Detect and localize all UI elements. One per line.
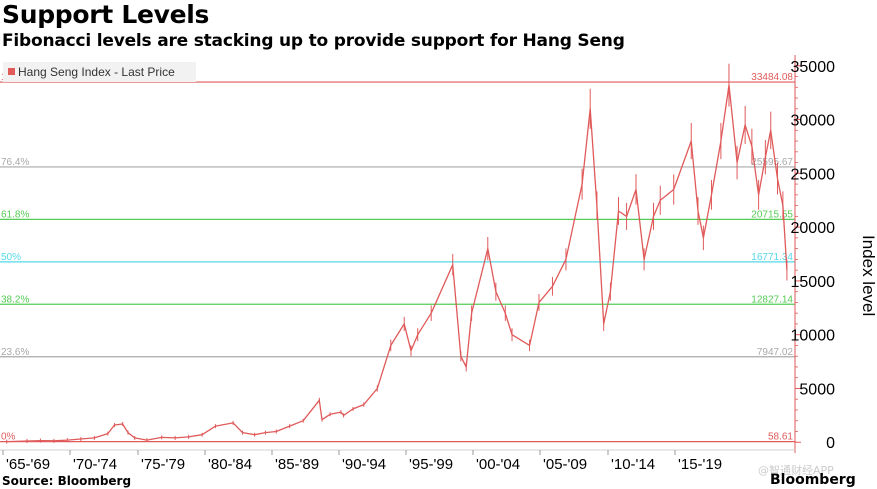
y-tick-label: 35000 [791,59,836,76]
fib-pct-label: 38.2% [1,294,29,305]
legend-swatch [8,68,15,75]
x-tick-label: '15-'19 [678,456,722,473]
chart-subtitle: Fibonacci levels are stacking up to prov… [2,31,625,51]
brand-logo: Bloomberg [770,472,856,488]
source-note: Source: Bloomberg [2,474,132,488]
x-tick-label: '10-'14 [611,456,655,473]
fib-pct-label: 61.8% [1,209,29,220]
legend-label: Hang Seng Index - Last Price [18,65,175,79]
series-line [6,84,788,443]
x-tick-label: '70-'74 [73,456,117,473]
chart-title: Support Levels [2,0,210,29]
x-tick-label: '85-'89 [275,456,319,473]
watermark: @智通财经APP [758,464,834,477]
y-tick-label: 5000 [799,381,835,398]
x-axis: '65-'69 '70-'74 '75-'79 '80-'84 '85-'89 '90-'… [0,449,795,473]
x-tick-label: '95-'99 [409,456,453,473]
x-tick-label: '65-'69 [6,456,50,473]
y-tick-label: 30000 [791,113,836,130]
y-tick-label: 20000 [791,220,836,237]
fib-value-label: 20715.55 [751,209,793,220]
x-tick-label: '75-'79 [141,456,185,473]
legend: Hang Seng Index - Last Price [3,62,196,82]
y-axis-label: Index level [859,235,877,317]
y-axis: 0 5000 10000 15000 20000 25000 30000 35000 [791,55,836,453]
fib-pct-label: 0% [1,432,16,443]
fib-value-label: 12827.14 [751,294,793,305]
fib-value-label: 25595.67 [751,157,793,168]
x-tick-label: '80-'84 [208,456,252,473]
fib-pct-label: 76.4% [1,157,29,168]
fib-value-label: 33484.08 [751,72,793,83]
fib-pct-label: 50% [1,252,21,263]
x-tick-label: '00-'04 [476,456,520,473]
fib-value-label: 7947.02 [757,347,794,358]
y-tick-label: 10000 [791,328,836,345]
y-tick-label: 25000 [791,166,836,183]
fib-value-label: 58.61 [768,432,793,443]
legend-box [3,62,196,82]
y-tick-label: 0 [826,435,835,452]
fib-pct-label: 23.6% [1,347,29,358]
x-tick-label: '90-'94 [342,456,386,473]
fibonacci-levels: 100%33484.0876.4%25595.6761.8%20715.5550… [0,72,795,443]
price-series [6,63,788,444]
y-tick-label: 15000 [791,274,836,291]
x-tick-label: '05-'09 [543,456,587,473]
fib-value-label: 16771.34 [751,252,793,263]
